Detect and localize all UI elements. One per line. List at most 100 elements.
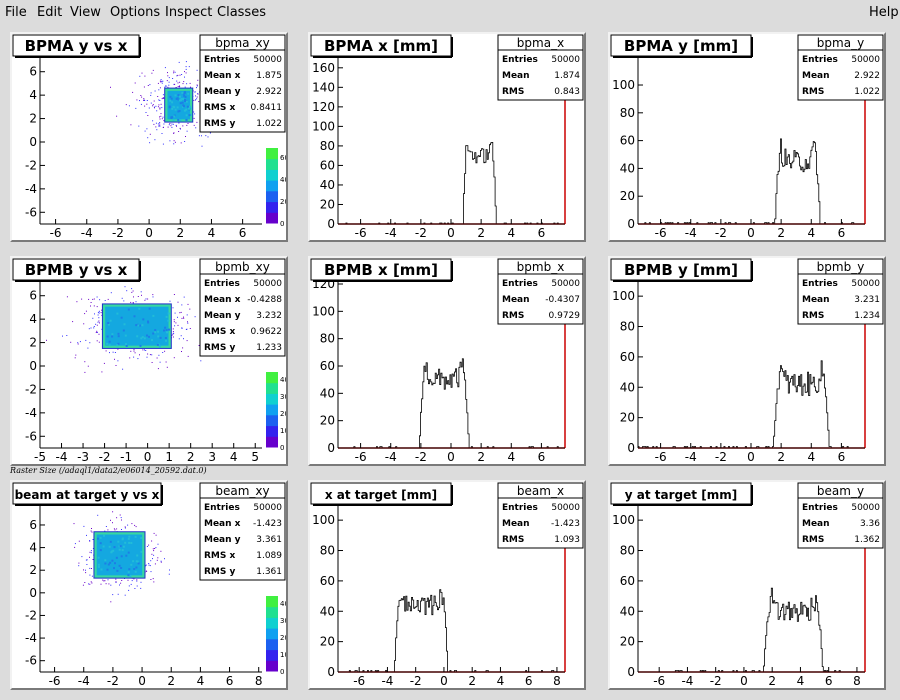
scatter-point: [141, 294, 142, 296]
beam-density-cell: [177, 94, 180, 97]
beam-density-cell: [111, 333, 114, 336]
beam-density-cell: [180, 98, 183, 100]
histogram-line: [638, 587, 865, 673]
scatter-point: [115, 582, 117, 583]
scatter-point: [136, 580, 138, 582]
x-tick-label: -6: [655, 226, 667, 240]
scatter-point: [112, 522, 113, 524]
beam-density-cell: [189, 107, 192, 110]
scatter-point: [140, 95, 142, 96]
scatter-point: [186, 130, 188, 132]
menu-view[interactable]: View: [70, 5, 101, 20]
scatter-point: [109, 352, 110, 354]
x-tick-label: -6: [49, 674, 61, 688]
scatter-point: [93, 326, 95, 327]
scatter-point: [198, 135, 200, 137]
menu-edit[interactable]: Edit: [37, 5, 63, 20]
scatter-point: [181, 327, 183, 329]
y-tick-label: 40: [620, 380, 635, 394]
scatter-point: [114, 529, 116, 531]
stats-value: 3.232: [256, 311, 282, 321]
beam-density-cell: [171, 107, 174, 110]
palette-swatch: [266, 617, 278, 629]
scatter-point: [181, 351, 182, 352]
beam-density-cell: [181, 91, 184, 94]
scatter-point: [155, 547, 157, 549]
beam-density-cell: [102, 545, 105, 548]
beam-density-cell: [113, 567, 115, 570]
scatter-point: [173, 83, 175, 85]
beam-density-cell: [120, 567, 123, 569]
beam-density-cell: [146, 334, 148, 337]
scatter-point: [163, 120, 165, 122]
menu-file[interactable]: File: [5, 5, 27, 20]
scatter-point: [172, 123, 174, 125]
scatter-point: [157, 543, 159, 545]
scatter-point: [196, 87, 197, 89]
scatter-point: [144, 130, 146, 132]
scatter-point: [179, 81, 181, 83]
scatter-point: [161, 80, 163, 82]
beam-density-cell: [137, 324, 140, 327]
scatter-point: [186, 83, 188, 85]
menu-inspect[interactable]: Inspect: [165, 5, 213, 20]
beam-density-cell: [152, 314, 155, 317]
stats-value: 1.022: [256, 119, 282, 129]
palette-swatch: [266, 148, 278, 160]
palette-tick-label: 40: [280, 176, 286, 184]
beam-density-cell: [107, 563, 110, 566]
beam-density-cell: [109, 561, 112, 564]
scatter-point: [195, 127, 197, 129]
menu-help[interactable]: Help: [869, 5, 899, 20]
plot-title: BPMA x [mm]: [324, 37, 438, 55]
pad-p4[interactable]: -6 -4 -2 0 2 4 6 0 20 40 60 80 100 120 BPMB x [mm] bpmb…: [308, 256, 586, 466]
scatter-point: [155, 126, 157, 128]
scatter-point: [87, 347, 89, 349]
scatter-point: [172, 333, 174, 335]
scatter-point: [128, 589, 130, 591]
stats-value: 50000: [851, 503, 880, 513]
pad-p5[interactable]: -6 -4 -2 0 2 4 6 0 20 40 60 80 100 BPMB y [mm] bpmb_y E…: [608, 256, 886, 466]
scatter-point: [127, 579, 129, 581]
stats-value: 3.36: [860, 519, 880, 529]
scatter-point: [96, 340, 98, 342]
pad-p6[interactable]: 0 10 20 30 40 -6 -4 -2 0 2 4 6 8 -6 -4 -2 0 2 4 6 beam at ta…: [10, 480, 288, 690]
scatter-point: [159, 80, 161, 82]
scatter-point: [172, 78, 174, 79]
beam-density-cell: [136, 560, 139, 563]
scatter-point: [145, 112, 147, 113]
scatter-point: [158, 125, 160, 127]
pad-p2[interactable]: -6 -4 -2 0 2 4 6 0 20 40 60 80 100 BPMA y [mm] bpma_y E…: [608, 32, 886, 242]
beam-density-cell: [130, 563, 133, 566]
y-tick-label: 6: [29, 289, 37, 303]
scatter-point: [172, 328, 174, 330]
scatter-point: [179, 74, 181, 76]
y-tick-label: 4: [29, 88, 37, 102]
scatter-point: [90, 581, 92, 583]
stats-value: 1.089: [256, 551, 282, 561]
stats-name: bpmb_y: [817, 260, 865, 274]
pad-p3[interactable]: 010203040-5-4-3-2-1012345-6-4-20246BPMB …: [10, 256, 288, 466]
heatmap-bpma-xy: 0 20 40 60 -6 -4 -2 0 2 4 6 -6 -4 -2 0 2 4 6 BPMA y vs x bp…: [12, 34, 286, 240]
scatter-point: [173, 140, 175, 142]
scatter-point: [167, 126, 169, 128]
scatter-point: [162, 116, 164, 118]
pad-p8[interactable]: -6 -4 -2 0 2 4 6 8 0 20 40 60 80 100 y at target [mm] b…: [608, 480, 886, 690]
pad-p7[interactable]: -6 -4 -2 0 2 4 6 8 0 20 40 60 80 100 x at target [mm] b…: [308, 480, 586, 690]
scatter-point: [110, 584, 112, 586]
pad-p1[interactable]: -6 -4 -2 0 2 4 6 0 20 40 60 80 100 120 140 160 BPMA x [m…: [308, 32, 586, 242]
scatter-point: [74, 543, 76, 545]
menu-classes[interactable]: Classes: [217, 5, 266, 20]
pad-p0[interactable]: 0 20 40 60 -6 -4 -2 0 2 4 6 -6 -4 -2 0 2 4 6 BPMA y vs x bp…: [10, 32, 288, 242]
scatter-point: [183, 317, 185, 319]
menu-options[interactable]: Options: [110, 5, 161, 20]
x-tick-label: -6: [355, 450, 367, 464]
scatter-point: [128, 105, 130, 107]
scatter-point: [93, 327, 95, 329]
beam-density-cell: [97, 563, 100, 566]
scatter-point: [146, 546, 148, 547]
scatter-point: [158, 89, 160, 91]
palette-swatch: [266, 649, 278, 661]
y-tick-label: 40: [620, 161, 635, 175]
